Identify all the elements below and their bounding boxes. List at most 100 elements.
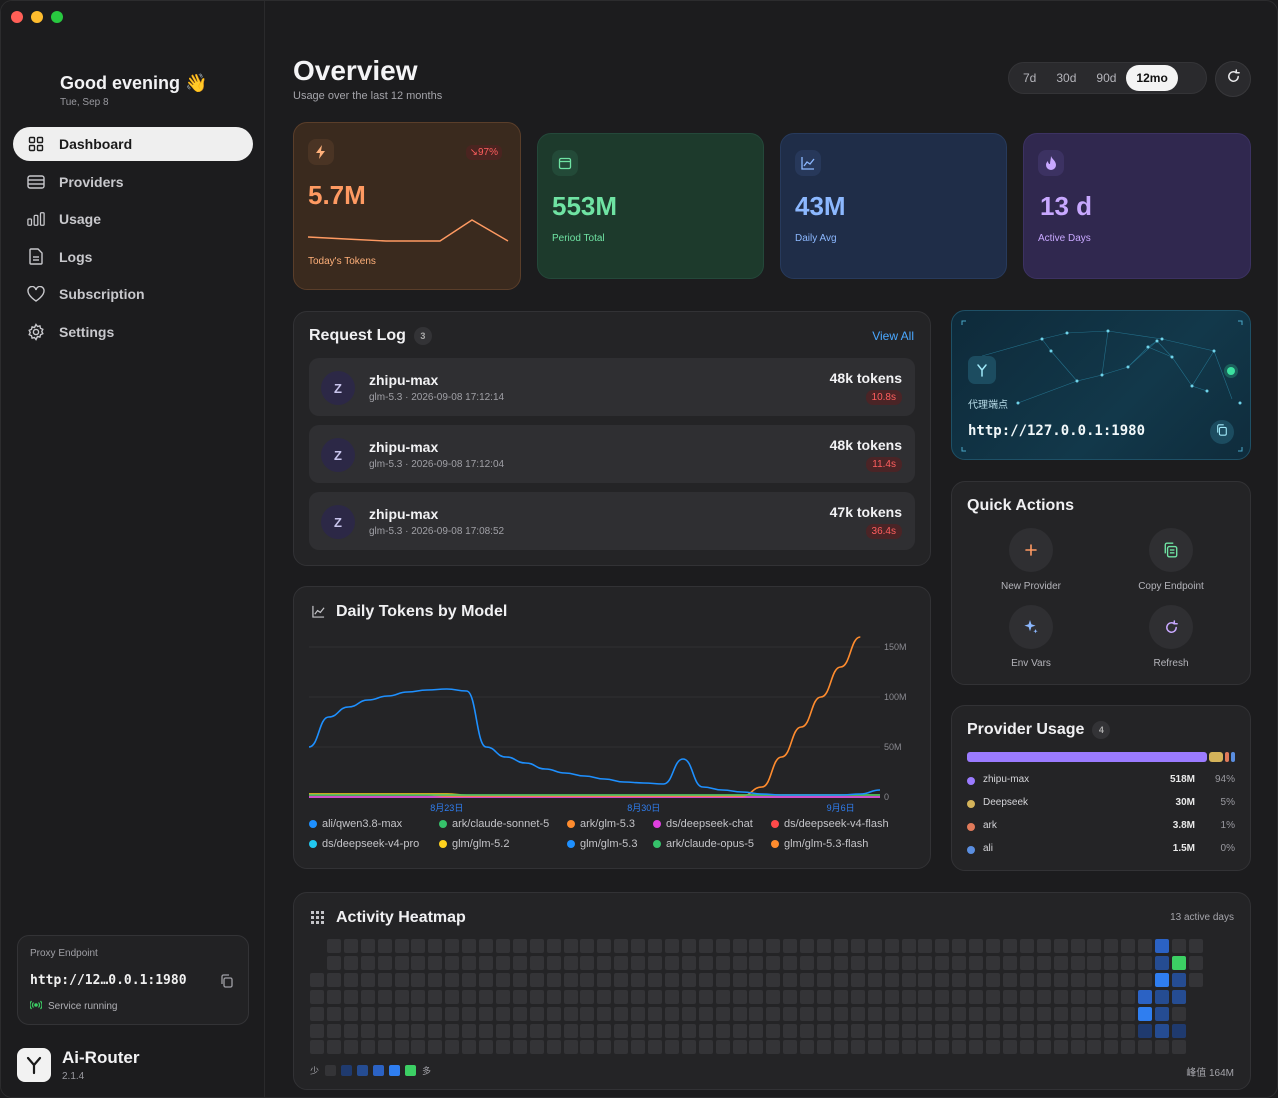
- heatmap-cell[interactable]: [326, 972, 341, 987]
- heatmap-cell[interactable]: [833, 989, 848, 1004]
- heatmap-cell[interactable]: [783, 1040, 798, 1055]
- heatmap-cell[interactable]: [310, 1040, 324, 1055]
- sidebar-item-providers[interactable]: Providers: [13, 165, 253, 199]
- heatmap-cell[interactable]: [1155, 989, 1169, 1004]
- heatmap-cell[interactable]: [850, 1040, 865, 1055]
- heatmap-cell[interactable]: [428, 955, 443, 970]
- refresh-action[interactable]: Refresh: [1116, 605, 1226, 669]
- heatmap-cell[interactable]: [800, 1040, 815, 1055]
- heatmap-cell[interactable]: [597, 955, 612, 970]
- heatmap-cell[interactable]: [698, 939, 713, 953]
- heatmap-cell[interactable]: [766, 989, 781, 1004]
- heatmap-cell[interactable]: [512, 1023, 527, 1038]
- heatmap-cell[interactable]: [462, 1006, 477, 1021]
- heatmap-cell[interactable]: [411, 1006, 426, 1021]
- heatmap-cell[interactable]: [1121, 1006, 1136, 1021]
- heatmap-cell[interactable]: [1121, 1040, 1136, 1055]
- heatmap-cell[interactable]: [766, 972, 781, 987]
- heatmap-cell[interactable]: [360, 1006, 375, 1021]
- heatmap-cell[interactable]: [1070, 989, 1085, 1004]
- heatmap-cell[interactable]: [546, 1040, 561, 1055]
- heatmap-cell[interactable]: [377, 1023, 392, 1038]
- heatmap-cell[interactable]: [783, 972, 798, 987]
- heatmap-cell[interactable]: [698, 1023, 713, 1038]
- heatmap-cell[interactable]: [918, 955, 933, 970]
- heatmap-cell[interactable]: [580, 1040, 595, 1055]
- heatmap-cell[interactable]: [986, 989, 1000, 1004]
- heatmap-cell[interactable]: [597, 972, 612, 987]
- heatmap-cell[interactable]: [800, 1023, 815, 1038]
- heatmap-cell[interactable]: [1070, 1006, 1085, 1021]
- heatmap-cell[interactable]: [698, 972, 713, 987]
- heatmap-cell[interactable]: [563, 1006, 578, 1021]
- heatmap-cell[interactable]: [681, 972, 696, 987]
- heatmap-cell[interactable]: [749, 955, 764, 970]
- heatmap-cell[interactable]: [867, 1040, 882, 1055]
- heatmap-cell[interactable]: [732, 955, 747, 970]
- heatmap-cell[interactable]: [326, 1023, 341, 1038]
- heatmap-cell[interactable]: [1138, 1006, 1153, 1021]
- heatmap-cell[interactable]: [580, 1023, 595, 1038]
- sidebar-item-dashboard[interactable]: Dashboard: [13, 127, 253, 161]
- heatmap-cell[interactable]: [952, 1006, 967, 1021]
- heatmap-cell[interactable]: [563, 955, 578, 970]
- heatmap-cell[interactable]: [1138, 1023, 1153, 1038]
- heatmap-cell[interactable]: [1104, 1023, 1119, 1038]
- heatmap-cell[interactable]: [1036, 1040, 1051, 1055]
- heatmap-cell[interactable]: [428, 1040, 443, 1055]
- heatmap-cell[interactable]: [664, 989, 679, 1004]
- heatmap-cell[interactable]: [546, 955, 561, 970]
- heatmap-cell[interactable]: [918, 1023, 933, 1038]
- heatmap-cell[interactable]: [479, 972, 493, 987]
- heatmap-cell[interactable]: [783, 955, 798, 970]
- heatmap-cell[interactable]: [479, 1023, 493, 1038]
- heatmap-cell[interactable]: [901, 955, 916, 970]
- heatmap-cell[interactable]: [935, 989, 950, 1004]
- heatmap-cell[interactable]: [1138, 955, 1153, 970]
- heatmap-cell[interactable]: [529, 955, 544, 970]
- heatmap-cell[interactable]: [648, 972, 662, 987]
- heatmap-cell[interactable]: [1070, 1040, 1085, 1055]
- heatmap-cell[interactable]: [681, 955, 696, 970]
- zoom-window-button[interactable]: [51, 11, 63, 23]
- heatmap-cell[interactable]: [326, 1006, 341, 1021]
- heatmap-cell[interactable]: [800, 955, 815, 970]
- heatmap-cell[interactable]: [495, 1006, 510, 1021]
- heatmap-cell[interactable]: [1087, 939, 1102, 953]
- heatmap-cell[interactable]: [918, 972, 933, 987]
- heatmap-cell[interactable]: [1171, 1006, 1186, 1021]
- heatmap-cell[interactable]: [833, 972, 848, 987]
- heatmap-cell[interactable]: [783, 1006, 798, 1021]
- heatmap-cell[interactable]: [918, 1006, 933, 1021]
- heatmap-cell[interactable]: [698, 955, 713, 970]
- heatmap-cell[interactable]: [1087, 972, 1102, 987]
- heatmap-cell[interactable]: [918, 1040, 933, 1055]
- heatmap-cell[interactable]: [563, 989, 578, 1004]
- heatmap-cell[interactable]: [935, 939, 950, 953]
- heatmap-cell[interactable]: [850, 939, 865, 953]
- heatmap-cell[interactable]: [1053, 972, 1068, 987]
- heatmap-cell[interactable]: [512, 1006, 527, 1021]
- heatmap-cell[interactable]: [952, 955, 967, 970]
- heatmap-cell[interactable]: [681, 939, 696, 953]
- heatmap-cell[interactable]: [800, 989, 815, 1004]
- heatmap-cell[interactable]: [445, 1023, 460, 1038]
- minimize-window-button[interactable]: [31, 11, 43, 23]
- heatmap-cell[interactable]: [901, 972, 916, 987]
- heatmap-cell[interactable]: [462, 972, 477, 987]
- legend-item[interactable]: glm/glm-5.3-flash: [771, 838, 911, 850]
- heatmap-cell[interactable]: [1053, 939, 1068, 953]
- heatmap-cell[interactable]: [817, 989, 831, 1004]
- legend-item[interactable]: ark/claude-sonnet-5: [439, 818, 567, 830]
- heatmap-cell[interactable]: [715, 955, 730, 970]
- heatmap-cell[interactable]: [614, 939, 629, 953]
- heatmap-cell[interactable]: [732, 1006, 747, 1021]
- heatmap-cell[interactable]: [969, 1023, 984, 1038]
- heatmap-cell[interactable]: [935, 955, 950, 970]
- heatmap-cell[interactable]: [1171, 989, 1186, 1004]
- heatmap-cell[interactable]: [732, 1023, 747, 1038]
- heatmap-cell[interactable]: [783, 989, 798, 1004]
- heatmap-cell[interactable]: [597, 939, 612, 953]
- heatmap-cell[interactable]: [326, 939, 341, 953]
- heatmap-cell[interactable]: [631, 1040, 646, 1055]
